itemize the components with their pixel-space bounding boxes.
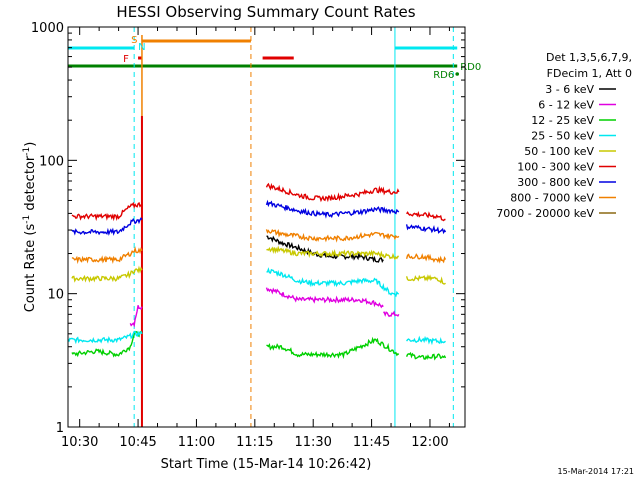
x-tick-label-5: 11:45 bbox=[353, 435, 390, 450]
legend: Det 1,3,5,6,7,9, FDecim 1, Att 0 3 - 6 k… bbox=[496, 51, 632, 220]
series-5-segment-0 bbox=[71, 201, 143, 222]
legend-label-7: 800 - 7000 keV bbox=[510, 192, 594, 205]
x-axis-label: Start Time (15-Mar-14 10:26:42) bbox=[161, 457, 372, 472]
x-tick-label-1: 10:45 bbox=[119, 435, 156, 450]
series-7-segment-1 bbox=[265, 228, 400, 243]
x-tick-label-0: 10:30 bbox=[61, 435, 98, 450]
series-1-segment-1 bbox=[265, 287, 384, 309]
x-tick-label-6: 12:00 bbox=[411, 435, 448, 450]
chart-title: HESSI Observing Summary Count Rates bbox=[116, 3, 415, 21]
series-6-segment-2 bbox=[405, 224, 447, 235]
y-tick-label-3: 1000 bbox=[31, 21, 64, 36]
series-5-segment-2 bbox=[406, 211, 446, 222]
x-tick-label-4: 11:30 bbox=[294, 435, 331, 450]
series-3-segment-2 bbox=[406, 335, 446, 346]
annotation-rd6: RD6 bbox=[433, 70, 454, 81]
legend-label-4: 50 - 100 keV bbox=[524, 145, 594, 158]
x-tick-label-2: 11:00 bbox=[178, 435, 215, 450]
series-2-segment-2 bbox=[405, 351, 447, 361]
legend-header-detectors: Det 1,3,5,6,7,9, bbox=[546, 51, 632, 64]
legend-label-8: 7000 - 20000 keV bbox=[496, 207, 594, 220]
series-4-segment-1 bbox=[266, 245, 399, 261]
series-7-segment-0 bbox=[71, 246, 143, 265]
series-4-segment-2 bbox=[405, 274, 446, 285]
legend-header-decimation: FDecim 1, Att 0 bbox=[547, 67, 632, 80]
legend-label-6: 300 - 800 keV bbox=[517, 176, 594, 189]
series-3-segment-1 bbox=[266, 267, 399, 298]
annotation-n: N bbox=[138, 42, 145, 53]
series-6-segment-0 bbox=[71, 217, 143, 236]
footer-date: 15-Mar-2014 17:21 bbox=[558, 467, 635, 476]
x-tick-label-3: 11:15 bbox=[236, 435, 273, 450]
y-tick-label-2: 100 bbox=[39, 154, 64, 169]
legend-label-0: 3 - 6 keV bbox=[545, 83, 594, 96]
annotation-f: F bbox=[123, 54, 129, 65]
y-tick-label-0: 1 bbox=[56, 421, 64, 436]
y-tick-label-1: 10 bbox=[47, 288, 64, 303]
series-3-segment-0 bbox=[67, 330, 143, 345]
annotation-s: S bbox=[131, 35, 137, 46]
legend-label-5: 100 - 300 keV bbox=[517, 161, 594, 174]
series-7-segment-2 bbox=[405, 253, 447, 264]
legend-label-2: 12 - 25 keV bbox=[531, 114, 594, 127]
series-6-segment-1 bbox=[265, 199, 400, 219]
legend-entries: 3 - 6 keV 6 - 12 keV 12 - 25 keV 25 - 50 ke… bbox=[496, 83, 616, 220]
series-5-segment-1 bbox=[265, 182, 400, 203]
plot-frame bbox=[67, 26, 466, 428]
series-1-segment-0 bbox=[129, 305, 143, 328]
x-axis-ticks: 10:30 10:45 11:00 11:15 11:30 11:45 12:00 bbox=[61, 27, 450, 450]
series-2-segment-1 bbox=[266, 336, 400, 360]
series-2-segment-0 bbox=[71, 330, 143, 358]
series-1-segment-2 bbox=[383, 310, 400, 318]
y-axis-label: Count Rate (s-1 detector-1) bbox=[22, 142, 38, 313]
annotation-rd0: RD0 bbox=[460, 62, 481, 73]
series-4-segment-0 bbox=[71, 265, 143, 283]
plot-content: SNF RD0 RD6 bbox=[67, 27, 481, 427]
radiation-rd6-point bbox=[455, 72, 460, 76]
legend-label-3: 25 - 50 keV bbox=[531, 130, 594, 143]
legend-label-1: 6 - 12 keV bbox=[538, 99, 594, 112]
series-0-segment-0 bbox=[266, 235, 384, 264]
y-axis-ticks: 1 10 100 1000 bbox=[31, 21, 465, 436]
